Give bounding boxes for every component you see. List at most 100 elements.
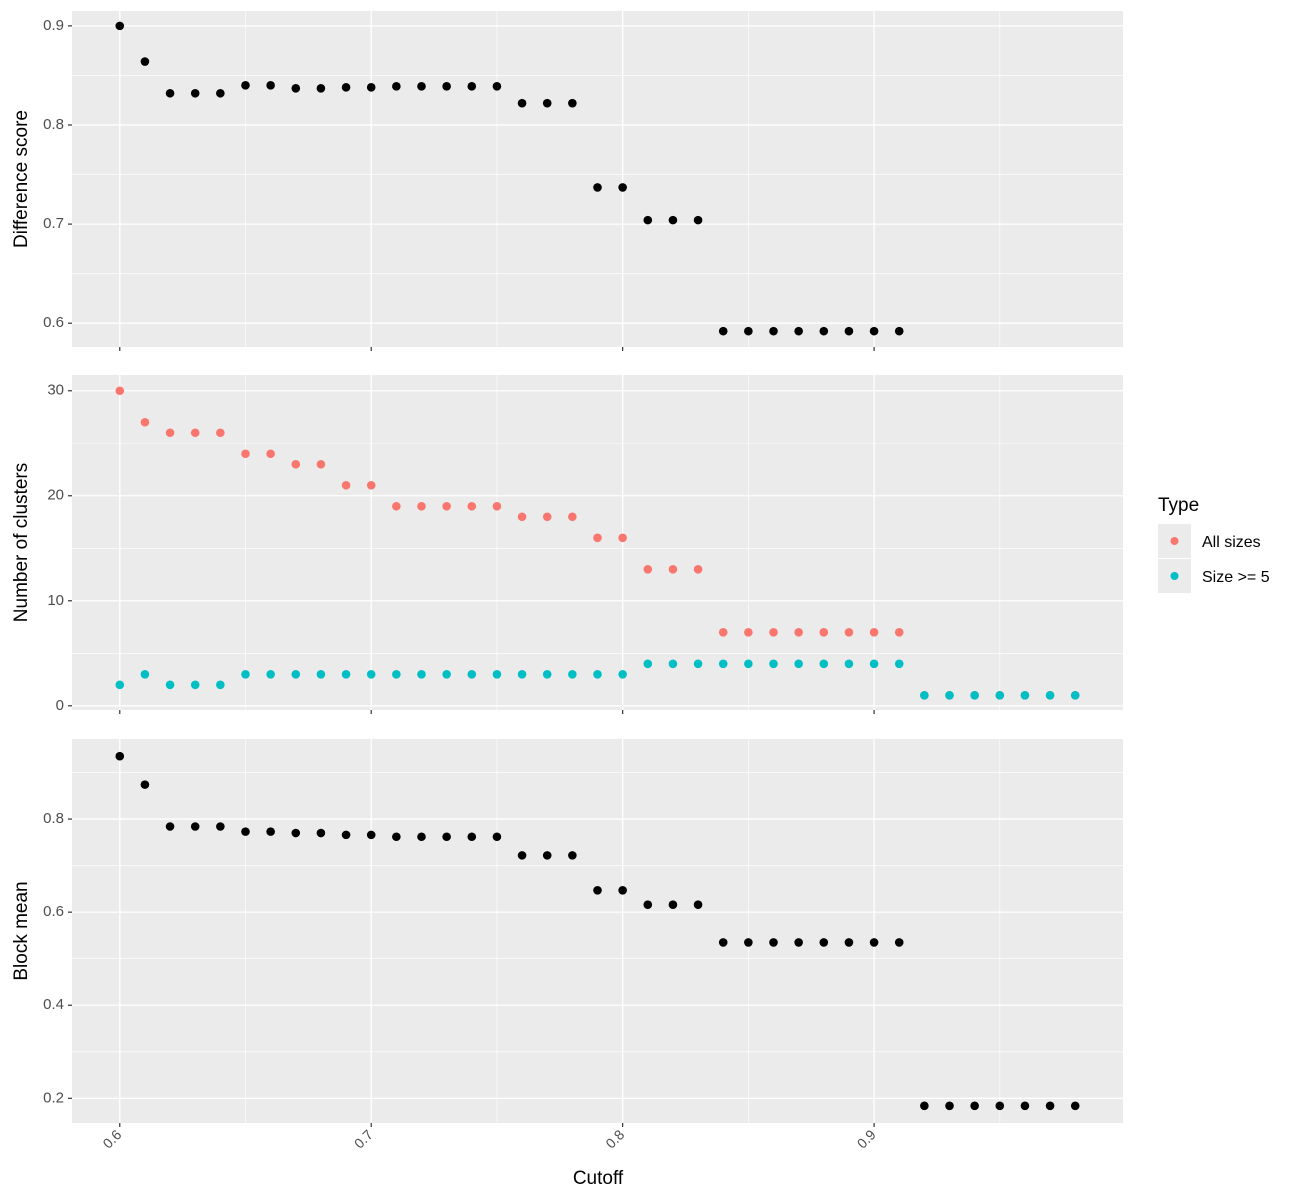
data-point	[920, 690, 929, 700]
data-point	[819, 326, 829, 336]
data-point	[291, 669, 301, 679]
data-point	[366, 830, 376, 840]
data-point	[190, 680, 200, 690]
data-point	[769, 659, 778, 669]
legend: Type All sizes Size >= 5	[1158, 495, 1270, 593]
y-tick-label: 10	[47, 592, 64, 609]
data-point	[417, 669, 426, 679]
data-point	[794, 627, 803, 637]
data-point	[643, 659, 653, 669]
data-point	[794, 326, 803, 336]
data-point	[668, 215, 678, 225]
data-point	[894, 659, 904, 669]
data-point	[744, 938, 753, 947]
data-point	[140, 57, 150, 66]
data-point	[718, 659, 728, 669]
data-point	[467, 832, 477, 842]
data-point	[869, 938, 879, 947]
data-point	[316, 669, 326, 679]
panel-background	[72, 739, 1123, 1123]
data-point	[165, 680, 175, 690]
data-point	[341, 83, 351, 92]
data-point	[417, 82, 426, 91]
data-point	[241, 669, 250, 679]
data-point	[417, 832, 426, 842]
series-block-mean	[115, 751, 1080, 1111]
data-point	[844, 627, 854, 637]
legend-title: Type	[1158, 495, 1199, 516]
data-point	[542, 851, 552, 860]
x-tick-label: 0.9	[854, 1126, 879, 1151]
data-point	[1020, 690, 1030, 700]
data-point	[492, 82, 502, 91]
data-point	[542, 98, 552, 108]
data-point	[945, 690, 954, 700]
panel-block-mean: 0.6 0.7 0.8 0.9 0.2 0.4 0.6 0.8 Block mean	[11, 739, 1123, 1152]
data-point	[392, 501, 401, 511]
data-point	[442, 82, 451, 91]
x-tick-label: 0.8	[602, 1126, 627, 1151]
x-tick-label: 0.7	[351, 1126, 376, 1151]
legend-label-all-sizes: All sizes	[1202, 534, 1261, 551]
data-point	[869, 326, 879, 336]
data-point	[568, 98, 577, 108]
data-point	[190, 88, 200, 98]
data-point	[190, 822, 200, 831]
data-point	[894, 938, 904, 947]
data-point	[266, 81, 275, 90]
data-point	[115, 751, 125, 761]
data-point	[216, 680, 225, 690]
y-tick-label: 0.8	[43, 810, 64, 827]
data-point	[970, 1101, 979, 1111]
data-point	[165, 822, 175, 831]
data-point	[442, 669, 451, 679]
data-point	[744, 627, 753, 637]
data-point	[165, 88, 175, 98]
data-point	[442, 501, 451, 511]
data-point	[593, 183, 602, 192]
y-tick-label: 0.6	[43, 903, 64, 920]
data-point	[316, 828, 326, 838]
data-point	[995, 690, 1005, 700]
data-point	[517, 98, 527, 108]
data-point	[1020, 1101, 1030, 1111]
data-point	[517, 669, 527, 679]
data-point	[1045, 690, 1055, 700]
data-point	[392, 669, 401, 679]
data-point	[392, 832, 401, 842]
data-point	[316, 459, 326, 469]
legend-label-size-ge-5: Size >= 5	[1202, 569, 1270, 586]
data-point	[844, 659, 854, 669]
data-point	[718, 627, 728, 637]
data-point	[1070, 1101, 1080, 1111]
data-point	[341, 669, 351, 679]
data-point	[1070, 690, 1080, 700]
data-point	[542, 669, 552, 679]
data-point	[291, 828, 301, 838]
data-point	[668, 564, 678, 574]
data-point	[819, 659, 829, 669]
data-point	[568, 851, 577, 860]
data-point	[894, 326, 904, 336]
data-point	[1045, 1101, 1055, 1111]
series-size-5	[115, 659, 1080, 700]
data-point	[693, 900, 703, 910]
data-point	[492, 832, 502, 842]
data-point	[693, 215, 703, 225]
series-all-sizes	[115, 386, 1080, 700]
data-point	[216, 428, 225, 438]
data-point	[593, 669, 602, 679]
panel-background	[72, 11, 1123, 347]
data-point	[568, 512, 577, 522]
data-point	[241, 827, 250, 836]
y-tick-label: 0	[56, 697, 64, 714]
data-point	[769, 326, 778, 336]
y-tick-label: 0.7	[43, 215, 64, 232]
data-point	[593, 885, 602, 895]
panel-difference-score: 0.6 0.7 0.8 0.9 Difference score	[11, 11, 1123, 351]
data-point	[341, 480, 351, 490]
y-axis-title: Difference score	[11, 110, 32, 248]
data-point	[165, 428, 175, 438]
data-point	[140, 780, 150, 789]
data-point	[140, 417, 150, 427]
